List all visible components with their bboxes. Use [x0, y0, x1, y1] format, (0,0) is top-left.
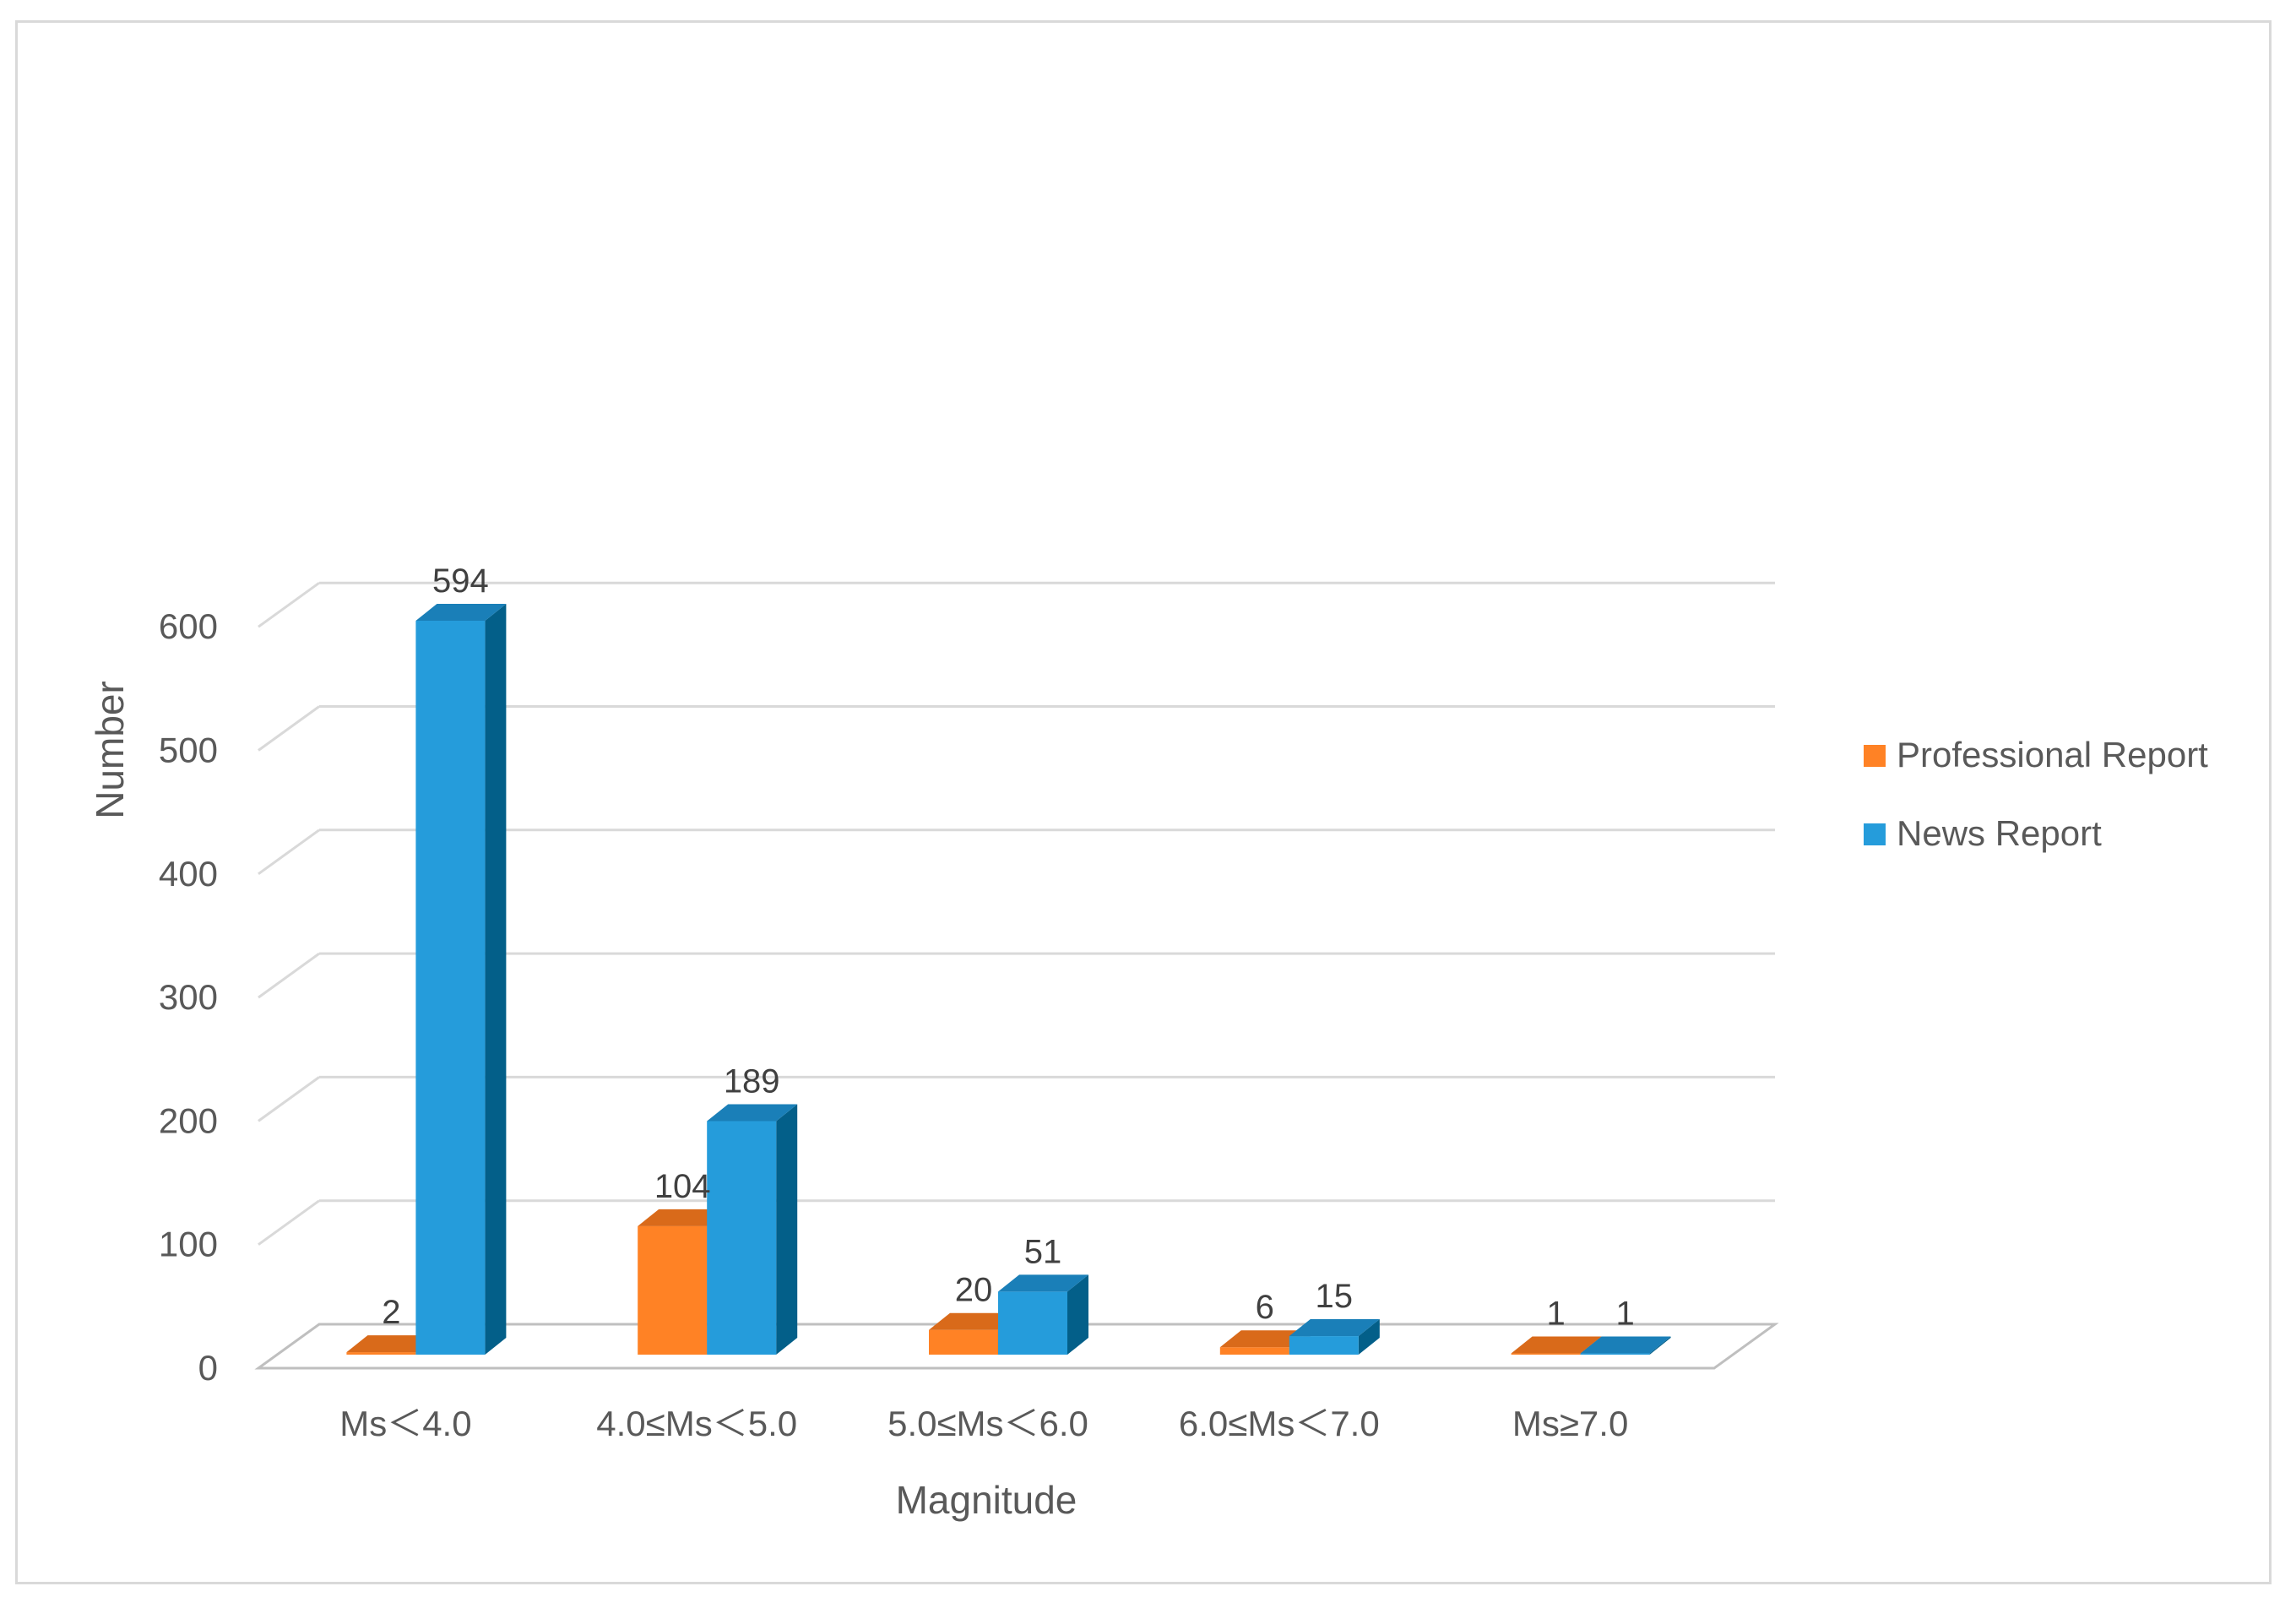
data-label: 20 — [955, 1272, 993, 1309]
gridline-diagonal — [258, 705, 320, 752]
y-tick-label: 100 — [159, 1225, 218, 1264]
gridline-diagonal — [258, 581, 320, 628]
bar-news — [415, 603, 507, 1355]
bar-news — [1580, 1336, 1671, 1355]
x-axis-categories: Ms＜4.0 4.0≤Ms＜5.0 5.0≤Ms＜6.0 6.0≤Ms＜7.0 Ms≥7… — [339, 1404, 1628, 1443]
legend-swatch — [1864, 823, 1886, 845]
legend-swatch — [1864, 745, 1886, 767]
data-label: 594 — [432, 562, 489, 600]
data-label: 15 — [1316, 1278, 1354, 1315]
floor-outline — [254, 1323, 1779, 1370]
x-tick-label: 5.0≤Ms＜6.0 — [887, 1404, 1088, 1443]
y-tick-label: 200 — [159, 1100, 218, 1140]
x-tick-label: Ms≥7.0 — [1512, 1404, 1628, 1443]
legend-label: News Report — [1897, 813, 2102, 853]
y-tick-label: 500 — [159, 731, 218, 770]
legend: Professional Report News Report — [1864, 735, 2208, 853]
data-labels: 2 594 104 189 20 51 6 15 1 1 — [382, 562, 1634, 1333]
data-label: 189 — [724, 1062, 780, 1100]
x-tick-label: Ms＜4.0 — [339, 1404, 471, 1443]
gridline-diagonal — [258, 1076, 320, 1122]
y-tick-label: 400 — [159, 854, 218, 894]
bar-news — [998, 1274, 1088, 1355]
y-tick-label: 300 — [159, 977, 218, 1017]
data-label: 2 — [382, 1294, 400, 1331]
gridlines — [258, 581, 1775, 1246]
gridline-diagonal — [258, 828, 320, 876]
bar-news — [1289, 1319, 1380, 1355]
x-axis-title: Magnitude — [896, 1478, 1077, 1522]
bars — [346, 603, 1671, 1355]
y-tick-label: 600 — [159, 606, 218, 646]
y-tick-label: 0 — [198, 1348, 218, 1388]
data-label: 104 — [654, 1168, 711, 1205]
y-axis-ticks: 0 100 200 300 400 500 600 — [159, 606, 218, 1388]
data-label: 51 — [1024, 1233, 1062, 1270]
x-tick-label: 4.0≤Ms＜5.0 — [596, 1404, 797, 1443]
gridline-diagonal — [258, 952, 320, 999]
x-tick-label: 6.0≤Ms＜7.0 — [1179, 1404, 1380, 1443]
legend-label: Professional Report — [1897, 735, 2208, 774]
bar-news — [707, 1104, 798, 1355]
chart-floor — [254, 1323, 1779, 1370]
data-label: 1 — [1546, 1296, 1565, 1333]
y-axis-title: Number — [88, 681, 132, 819]
data-label: 6 — [1256, 1289, 1274, 1326]
gridline-diagonal — [258, 1199, 320, 1246]
data-label: 1 — [1615, 1296, 1634, 1333]
